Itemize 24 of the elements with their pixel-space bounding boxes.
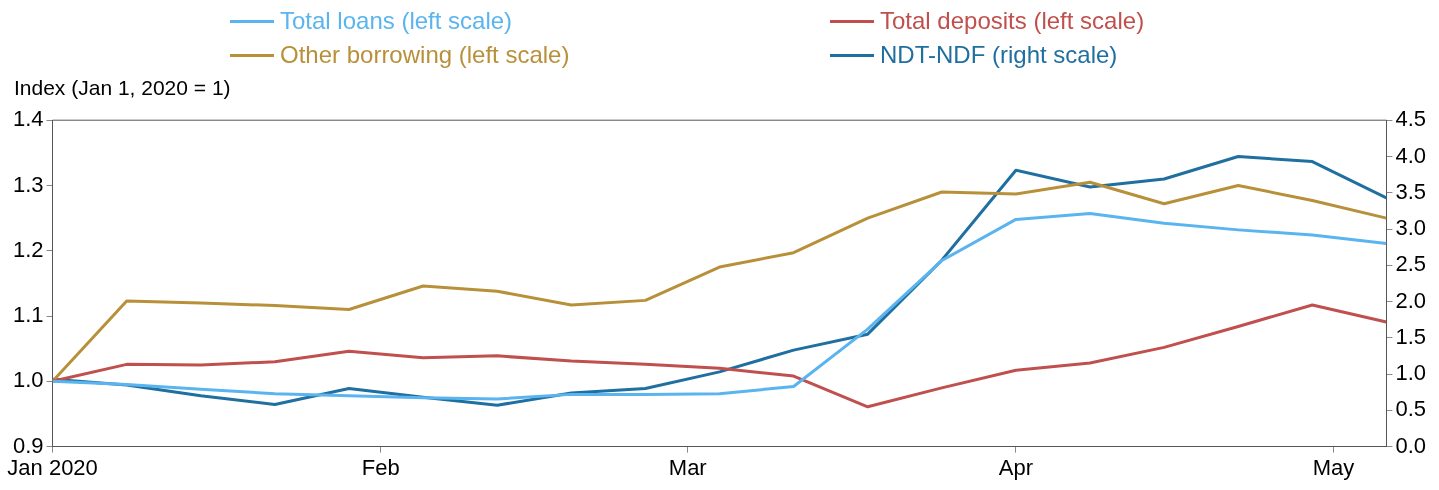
x-tick-label: Apr — [998, 454, 1034, 480]
legend-label: Total loans (left scale) — [280, 6, 513, 36]
y2-tick-label: 1.0 — [1395, 360, 1427, 386]
y-tick-label: 1.2 — [12, 236, 44, 262]
x-tick-label: Mar — [668, 454, 707, 480]
y-axis-title: Index (Jan 1, 2020 = 1) — [14, 75, 232, 101]
y2-tick-label: 2.5 — [1395, 251, 1427, 277]
y2-tick-label: 3.5 — [1395, 178, 1427, 204]
y2-tick-label: 3.0 — [1395, 215, 1427, 241]
y-tick-label: 1.4 — [12, 106, 44, 132]
x-tick-label: Feb — [361, 454, 400, 480]
y2-tick-label: 1.5 — [1395, 323, 1427, 349]
y2-tick-label: 4.5 — [1395, 106, 1427, 132]
legend-label: NDT-NDF (right scale) — [880, 40, 1118, 70]
y-tick-label: 1.0 — [12, 367, 44, 393]
x-tick-label: May — [1312, 454, 1355, 480]
y2-tick-label: 2.0 — [1395, 287, 1427, 313]
y-tick-label: 1.3 — [12, 171, 44, 197]
legend-label: Other borrowing (left scale) — [280, 40, 570, 70]
legend-label: Total deposits (left scale) — [880, 6, 1145, 36]
y2-tick-label: 0.0 — [1395, 432, 1427, 458]
y-tick-label: 1.1 — [12, 302, 44, 328]
y2-tick-label: 0.5 — [1395, 396, 1427, 422]
y2-tick-label: 4.0 — [1395, 142, 1427, 168]
